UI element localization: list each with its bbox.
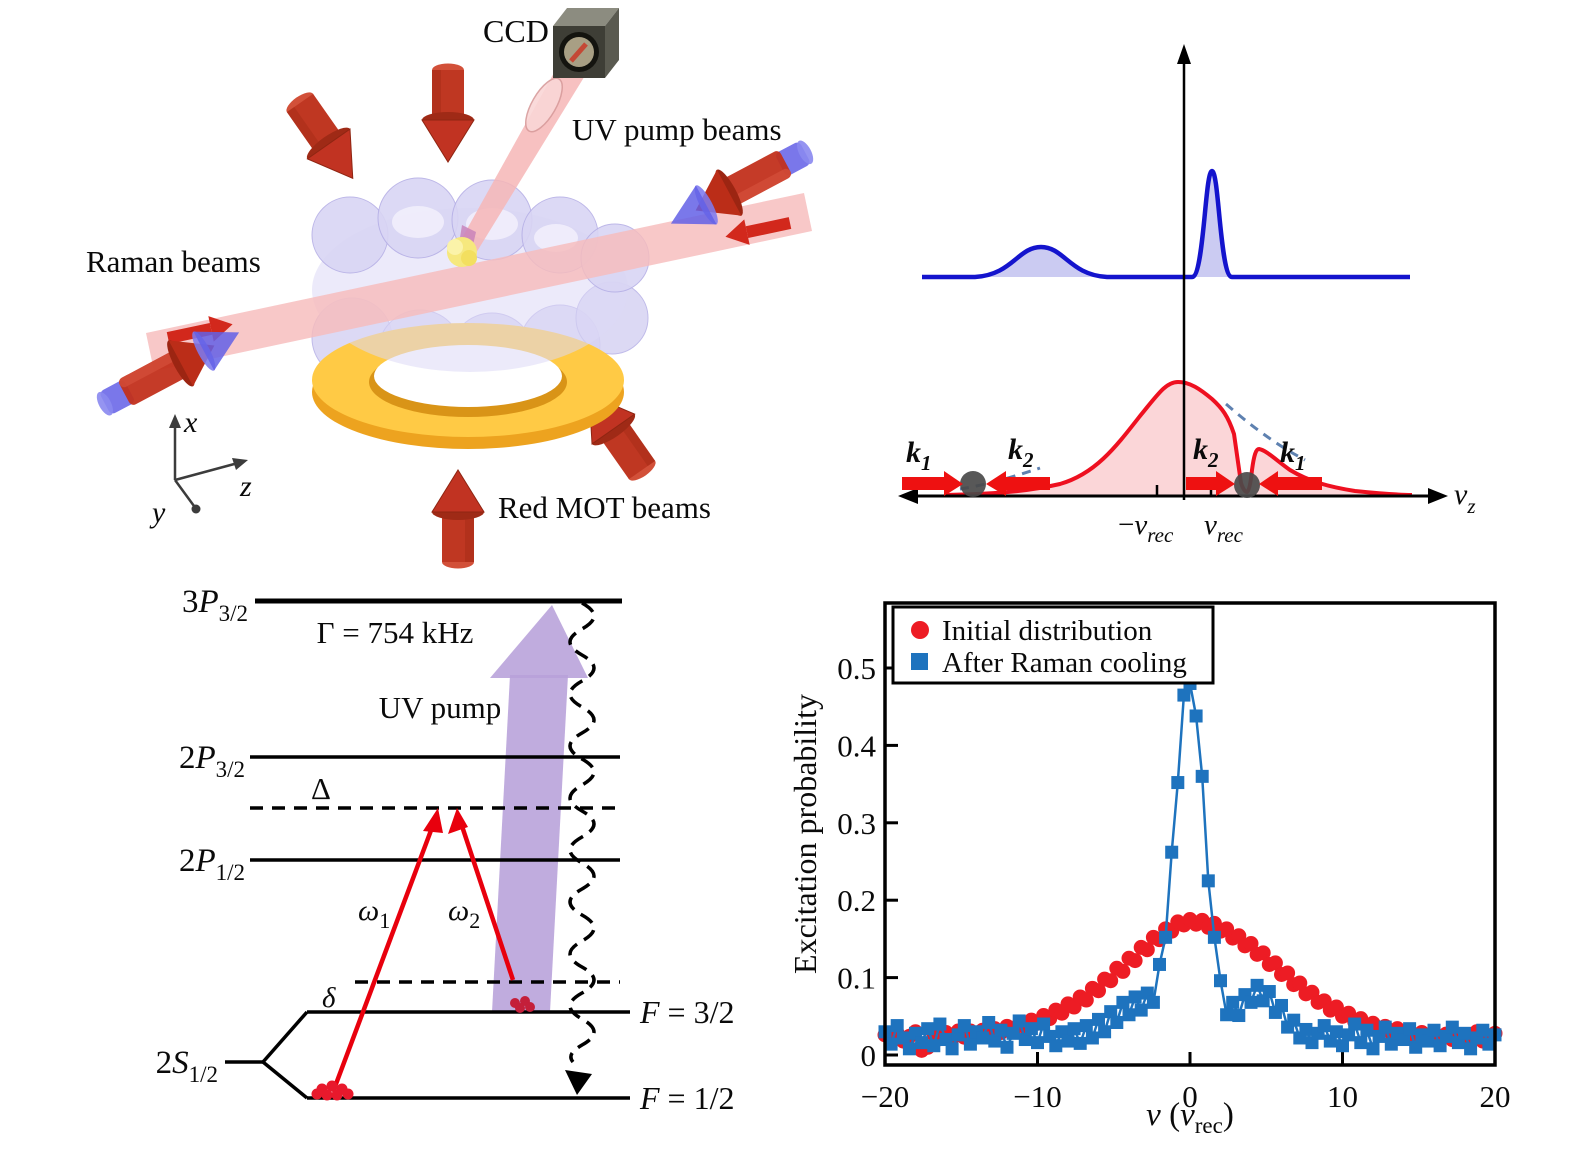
raman-beams-label: Raman beams: [86, 244, 261, 279]
svg-text:0.5: 0.5: [837, 651, 876, 686]
fork-upper: [261, 1010, 309, 1064]
label-f12: F = 1/2: [639, 1080, 734, 1116]
uv-pump-arrow: [490, 605, 588, 1012]
setup-panel: x z y CCD UV pump beams Raman beams Red …: [86, 8, 823, 569]
label-big-delta: Δ: [311, 771, 331, 806]
blue-distribution-curve: [922, 168, 1410, 280]
red-mot-beams-label: Red MOT beams: [498, 490, 711, 525]
mot-beam-arrow-upper-left: [274, 82, 375, 194]
label-omega2: ω2: [448, 894, 480, 933]
svg-text:−20: −20: [861, 1079, 909, 1114]
pos-vrec-label: vrec: [1204, 509, 1244, 547]
label-3p32: 3P3/2: [182, 584, 248, 626]
velocity-panel: k1 k2 k2 k1 −vrec vrec vz: [898, 44, 1476, 547]
plot-frame: [883, 601, 1497, 1067]
neg-vrec-label: −vrec: [1118, 509, 1174, 547]
atom-left: [960, 471, 986, 497]
x-axis-title: v (vrec): [1146, 1097, 1234, 1138]
blue-bump-fill: [975, 247, 1107, 277]
dashed-envelope-right: [1225, 402, 1306, 462]
omega1-arrow: [330, 816, 439, 1093]
atom-right: [1234, 472, 1260, 498]
svg-text:20: 20: [1480, 1079, 1511, 1114]
ccd-label: CCD: [483, 13, 549, 49]
label-omega1: ω1: [358, 894, 390, 933]
level-lines: [225, 598, 630, 1100]
raman-transition-arrows: [330, 816, 516, 1093]
svg-text:0.1: 0.1: [837, 961, 876, 996]
wavy-arrowhead: [565, 1070, 592, 1095]
coordinate-axes: [169, 414, 248, 514]
k1-label-right: k1: [1280, 436, 1306, 475]
levels-panel: 3P3/2 Γ = 754 kHz UV pump 2P3/2 Δ 2P1/2 …: [156, 584, 735, 1116]
svg-text:10: 10: [1327, 1079, 1358, 1114]
fork-lower: [261, 1060, 309, 1100]
label-gamma: Γ = 754 kHz: [317, 615, 474, 650]
legend-label-initial: Initial distribution: [942, 615, 1153, 647]
svg-text:0.4: 0.4: [837, 728, 876, 763]
k2-arrow-right: [1186, 471, 1235, 496]
k2-arrow-left: [986, 471, 1050, 496]
recoil-arrows: [902, 471, 1322, 496]
axis-x-label: x: [183, 406, 198, 439]
raman-beam: [146, 193, 812, 371]
chart-legend: Initial distribution After Raman cooling: [891, 605, 1215, 685]
spontaneous-emission-wavy-line: [568, 601, 596, 1064]
y-axis-title: Excitation probability: [790, 694, 823, 974]
axis-y-label: y: [149, 496, 166, 529]
label-2p12: 2P1/2: [179, 843, 245, 885]
label-2p32: 2P3/2: [179, 740, 245, 782]
omega2-arrowhead: [448, 808, 468, 834]
svg-text:0: 0: [861, 1038, 877, 1073]
k1-arrow-right: [1259, 471, 1322, 496]
red-distribution-fill: [945, 382, 1412, 496]
atom-cloud: [447, 237, 477, 267]
atoms-f32: [510, 996, 535, 1013]
legend-marker-cooled: [911, 653, 928, 670]
omega2-arrow: [456, 816, 516, 981]
uv-pump-beams-label: UV pump beams: [572, 112, 782, 147]
chart-panel: −20 −10 0 10 20 0 0.1 0.2 0.3 0.4 0.5 Initial dist…: [790, 601, 1511, 1138]
k2-label-left: k2: [1008, 433, 1034, 472]
label-uv-pump: UV pump: [379, 690, 502, 725]
series-square: [878, 676, 1502, 1056]
label-2s12: 2S1/2: [156, 1045, 218, 1087]
svg-text:0: 0: [1182, 1079, 1198, 1114]
imaging-lens: [525, 77, 563, 133]
label-small-delta: δ: [322, 982, 336, 1014]
raman-beam-arrow-right: [725, 217, 792, 245]
mot-beam-arrow-top: [421, 63, 475, 163]
vz-axis-label: vz: [1454, 478, 1476, 518]
svg-text:0.3: 0.3: [837, 806, 876, 841]
velocity-axes: [898, 44, 1448, 504]
legend-marker-initial: [911, 621, 929, 639]
axis-z-label: z: [239, 470, 252, 503]
label-f32: F = 3/2: [639, 994, 734, 1030]
ccd-camera: [553, 8, 619, 78]
k2-label-right: k2: [1193, 433, 1219, 472]
plot-area: −20 −10 0 10 20 0 0.1 0.2 0.3 0.4 0.5: [837, 651, 1510, 1114]
k1-label-left: k1: [906, 436, 932, 475]
svg-text:0.2: 0.2: [837, 883, 876, 918]
atoms-f12: [311, 1080, 354, 1101]
omega1-arrowhead: [423, 808, 443, 833]
legend-label-cooled: After Raman cooling: [942, 647, 1187, 679]
mot-beam-arrow-bottom: [431, 469, 485, 569]
svg-text:−10: −10: [1013, 1079, 1061, 1114]
k1-arrow-left: [902, 471, 963, 496]
